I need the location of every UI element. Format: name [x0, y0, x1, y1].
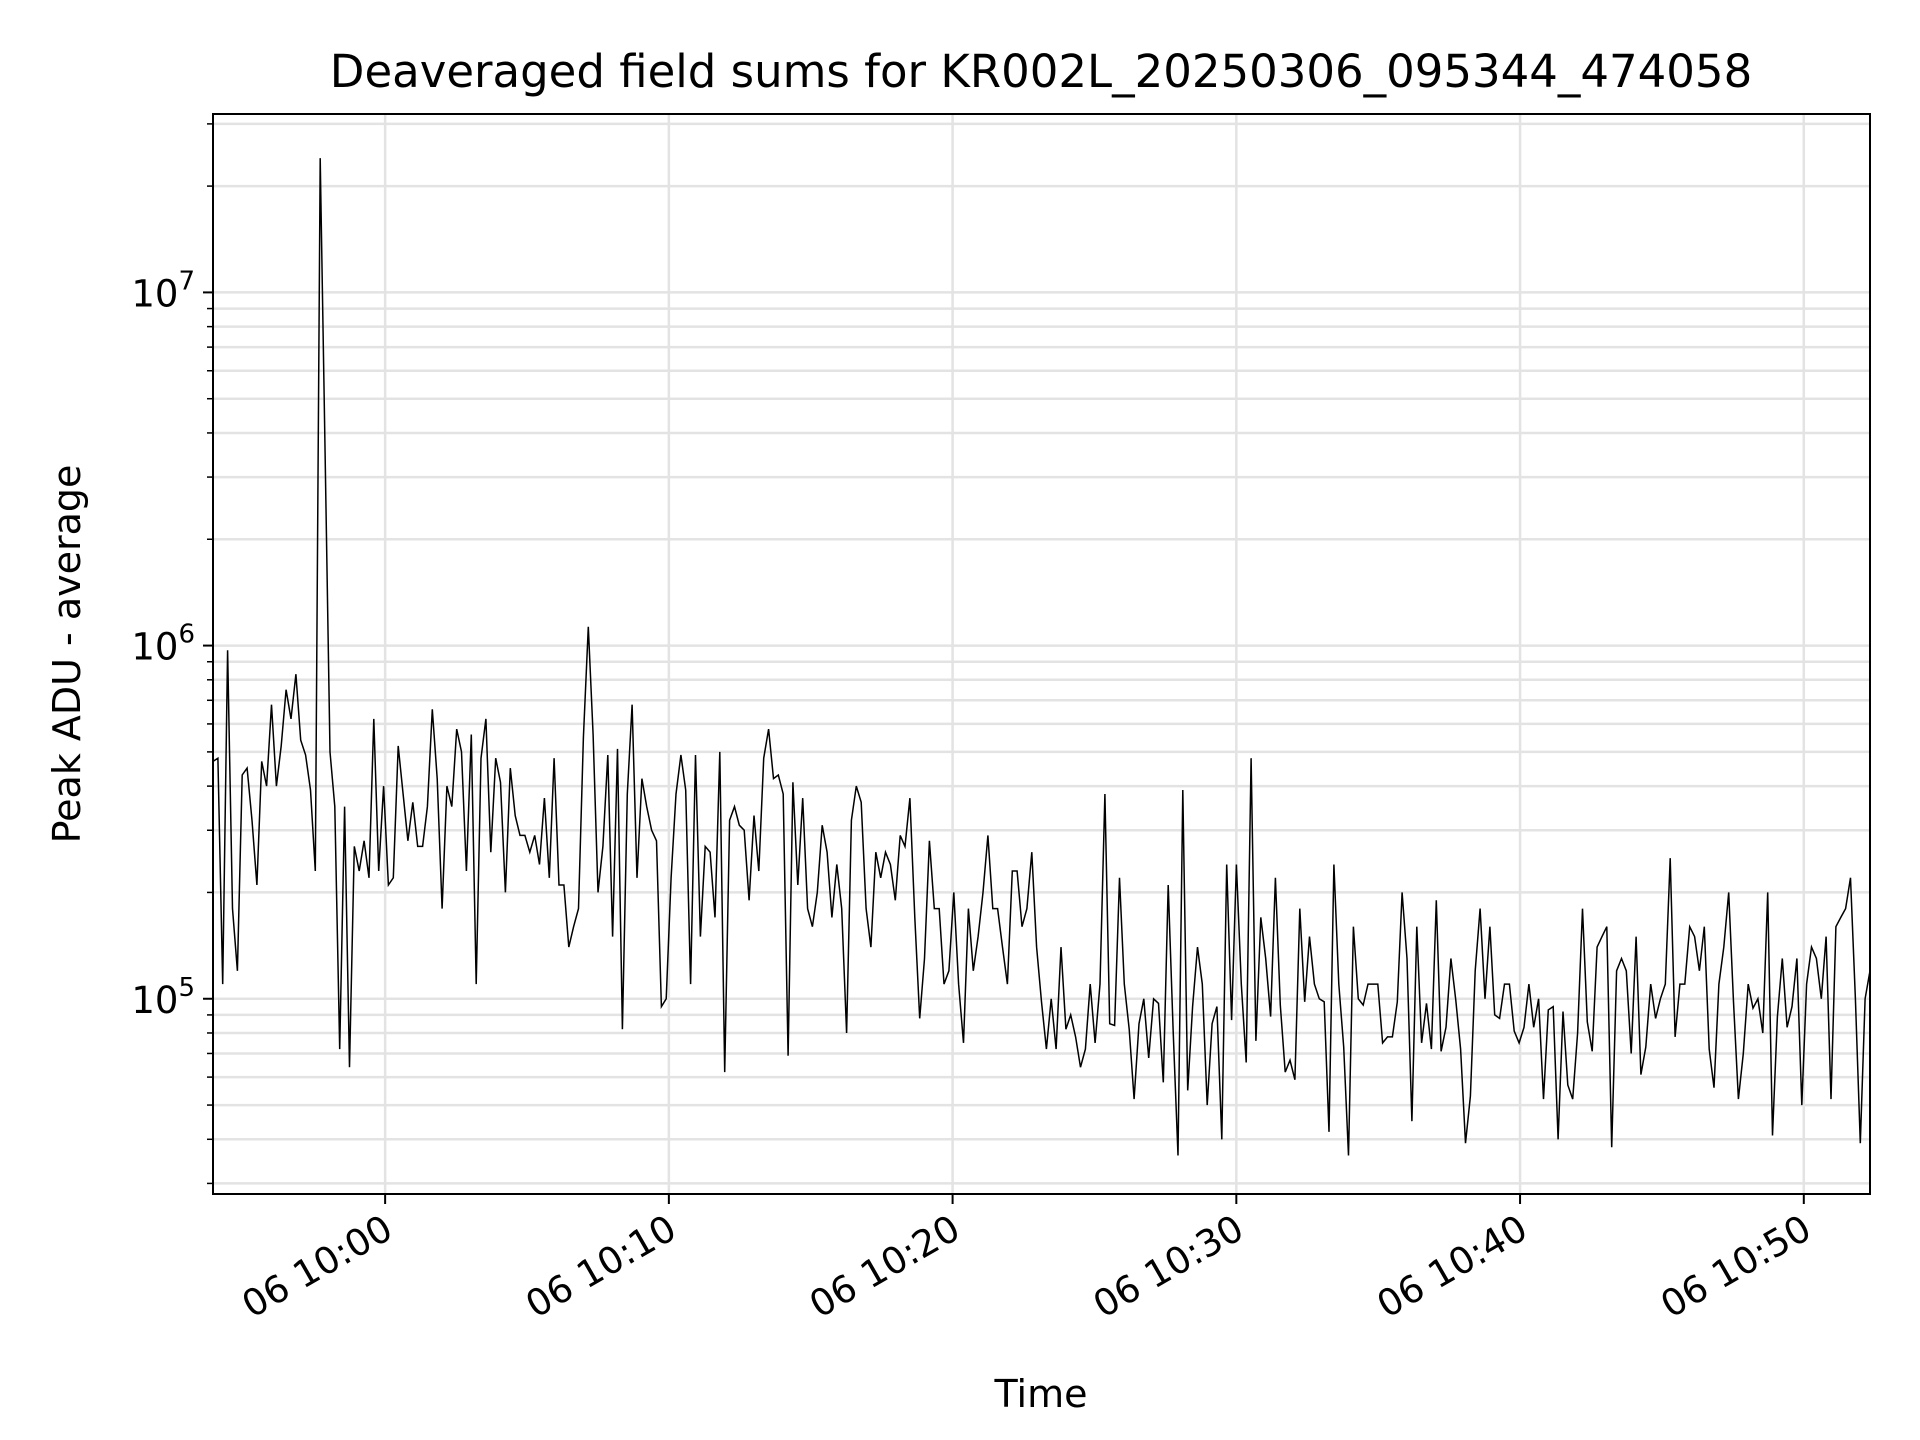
chart-title: Deaveraged field sums for KR002L_2025030…	[330, 45, 1752, 98]
y-tick-label-exponent: 5	[178, 973, 195, 1003]
y-tick-label-exponent: 7	[178, 266, 195, 296]
y-tick-label: 106	[131, 620, 195, 669]
y-tick-label: 107	[131, 266, 195, 315]
series-line	[212, 158, 1871, 1156]
y-tick-label-base: 10	[131, 626, 178, 669]
x-axis-label: Time	[994, 1372, 1088, 1416]
y-tick-label: 105	[131, 973, 195, 1022]
y-axis-label: Peak ADU - average	[45, 465, 89, 844]
y-tick-label-base: 10	[131, 272, 178, 315]
y-tick-label-base: 10	[131, 979, 178, 1022]
ticks	[203, 123, 1805, 1204]
y-tick-label-exponent: 6	[178, 620, 195, 650]
series-layer	[212, 158, 1871, 1156]
plot-frame	[212, 113, 1871, 1195]
